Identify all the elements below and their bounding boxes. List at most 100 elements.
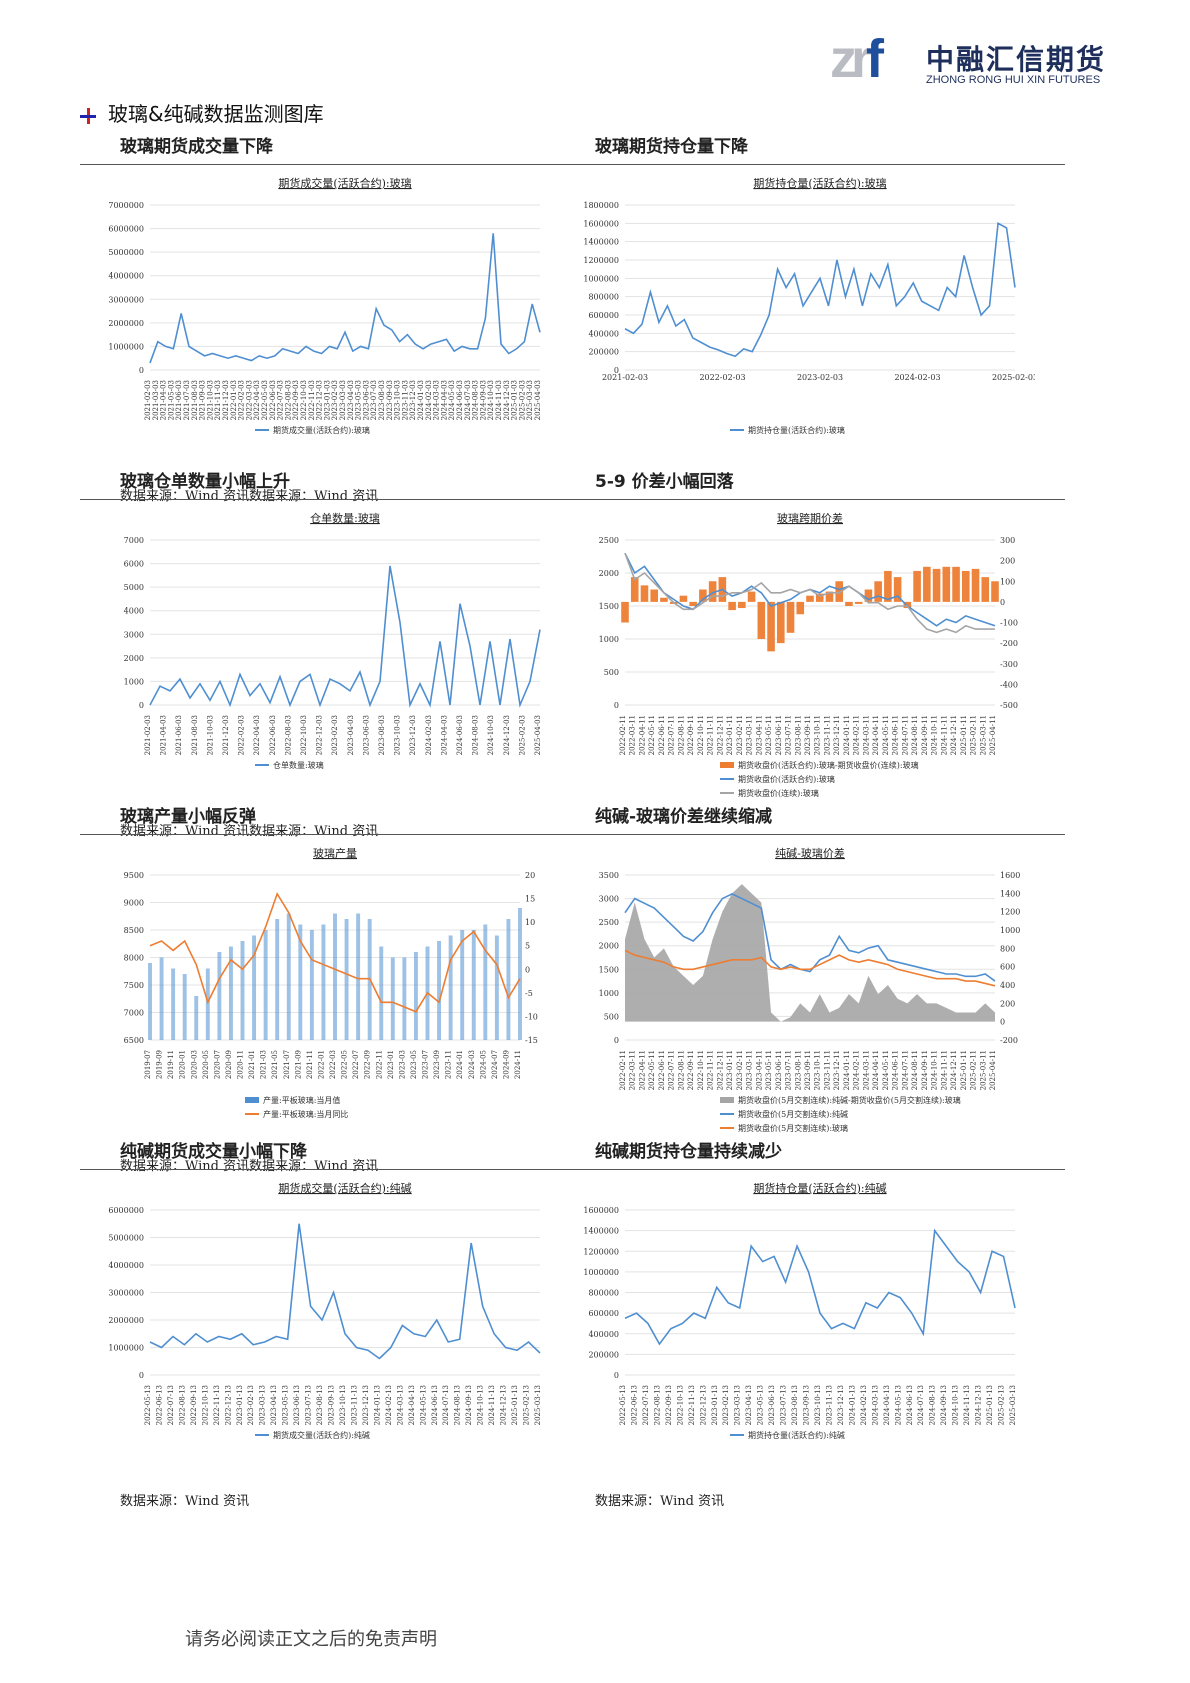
x-tick-label: 2024-08-03 (472, 715, 480, 755)
x-tick-label: 2023-06-13 (293, 1385, 301, 1425)
legend-label: 产量:平板玻璃:当月值 (263, 1095, 340, 1105)
x-tick-label: 2022-02-03 (699, 373, 745, 382)
x-tick-label: 2025-04-03 (534, 715, 542, 755)
y-tick-label: 5000000 (108, 1234, 144, 1243)
x-tick-label: 2021-11 (306, 1050, 314, 1079)
x-tick-label: 2020-03 (190, 1050, 198, 1079)
y-tick-label: 3000000 (108, 1289, 144, 1298)
y2-tick-label: -400 (1000, 680, 1018, 689)
x-tick-label: 2022-04-11 (638, 1050, 646, 1090)
y2-tick-label: 20 (525, 871, 535, 880)
x-tick-label: 2024-07-11 (901, 715, 909, 755)
x-tick-label: 2024-10-13 (952, 1385, 960, 1425)
legend-label: 期货成交量(活跃合约):玻璃 (273, 425, 370, 435)
x-tick-label: 2025-03-11 (979, 1050, 987, 1090)
x-tick-label: 2024-05-13 (419, 1385, 427, 1425)
y-tick-label: 1200000 (583, 1247, 619, 1256)
x-tick-label: 2023-04-11 (755, 1050, 763, 1090)
x-tick-label: 2023-05-13 (282, 1385, 290, 1425)
bar-mark (390, 957, 395, 1040)
x-tick-label: 2023-10-03 (394, 380, 402, 420)
x-tick-label: 2024-09-11 (921, 715, 929, 755)
x-tick-label: 2023-02-03 (331, 715, 339, 755)
x-tick-label: 2022-07-13 (642, 1385, 650, 1425)
y-tick-label: 1000000 (583, 274, 619, 283)
x-tick-label: 2021-05 (271, 1050, 279, 1079)
x-tick-label: 2022-07-13 (167, 1385, 175, 1425)
y-tick-label: 400000 (588, 1330, 619, 1339)
x-tick-label: 2023-07-11 (785, 1050, 793, 1090)
x-tick-label: 2023-05 (410, 1050, 418, 1079)
bar-mark (379, 946, 384, 1040)
x-tick-label: 2022-02-11 (619, 715, 627, 755)
x-tick-label: 2024-06-03 (456, 715, 464, 755)
y-tick-label: 1400000 (583, 1227, 619, 1236)
x-tick-label: 2025-01-13 (511, 1385, 519, 1425)
x-tick-label: 2023-10-11 (814, 1050, 822, 1090)
data-source: 数据来源：Wind 资讯数据来源：Wind 资讯 (120, 1159, 379, 1174)
chart-svg: 期货持仓量(活跃合约):玻璃 0 200000 400000 600000 800000 1… (583, 176, 1035, 435)
bar-mark (981, 577, 990, 602)
y-tick-label: 7000 (124, 536, 144, 545)
x-tick-label: 2024-05-11 (882, 715, 890, 755)
logo-english-name: ZHONG RONG HUI XIN FUTURES (926, 74, 1101, 86)
x-tick-label: 2022-12-13 (699, 1385, 707, 1425)
y-tick-label: 2000000 (108, 1316, 144, 1325)
chart-panel: 纯碱期货成交量小幅下降 期货成交量(活跃合约):纯碱 0 1000000 2000000… (80, 1137, 590, 1509)
chart-panel: 玻璃仓单数量小幅上升 仓单数量:玻璃 0 1000 2000 3000 4000 5000 60… (80, 467, 590, 839)
y-tick-label: 1500 (599, 965, 619, 974)
x-tick-label: 2024-11-11 (940, 1050, 948, 1090)
x-tick-label: 2023-09-03 (386, 380, 394, 420)
x-tick-label: 2023-09-11 (804, 715, 812, 755)
bar-mark (228, 946, 233, 1040)
x-tick-label: 2021-12-03 (222, 380, 230, 420)
y-tick-label: 6500 (124, 1036, 144, 1045)
x-tick-label: 2023-04-11 (755, 715, 763, 755)
section-title: 玻璃&纯碱数据监测图库 (80, 98, 324, 127)
x-tick-label: 2024-08-11 (911, 715, 919, 755)
chart-svg: 玻璃产量 6500 7000 7500 8000 8500 9000 9500 -15 -10 -5… (124, 846, 538, 1119)
x-tick-label: 2022-03-03 (245, 380, 253, 420)
bar-mark (952, 566, 960, 602)
y2-tick-label: 1200 (1000, 908, 1020, 917)
x-tick-label: 2023-02-13 (722, 1385, 730, 1425)
bar-mark (738, 601, 746, 609)
x-tick-label: 2024-02-13 (860, 1385, 868, 1425)
y-tick-label: 5000 (124, 583, 144, 592)
x-tick-label: 2021-03 (260, 1050, 268, 1079)
y-tick-label: 7000 (124, 1009, 144, 1018)
x-tick-label: 2022-11 (375, 1050, 383, 1079)
bar-mark (148, 963, 152, 1040)
bar-mark (263, 930, 268, 1040)
y-tick-label: 3000000 (108, 295, 144, 304)
x-tick-label: 2023-07 (422, 1050, 430, 1079)
y-tick-label: 4000000 (108, 1261, 144, 1270)
x-tick-label: 2023-08-11 (794, 715, 802, 755)
chart-panel: 玻璃期货成交量下降 期货成交量(活跃合约):玻璃 0 1000000 2000000 30… (80, 132, 590, 504)
y-tick-label: 200000 (588, 1350, 619, 1359)
y-tick-label: 0 (614, 701, 619, 710)
x-tick-label: 2023-01-03 (323, 380, 331, 420)
x-tick-label: 2021-02-03 (144, 715, 152, 755)
y2-tick-label: 800 (1000, 944, 1015, 953)
y-tick-label: 800000 (588, 1289, 619, 1298)
x-tick-label: 2025-01-03 (511, 380, 519, 420)
x-tick-label: 2022-12-03 (316, 380, 324, 420)
bar-mark (205, 968, 210, 1040)
y-tick-label: 6000000 (108, 225, 144, 234)
x-tick-label: 2023-08-03 (378, 380, 386, 420)
x-tick-label: 2022-08-11 (677, 715, 685, 755)
x-tick-label: 2022-02-03 (238, 715, 246, 755)
x-tick-label: 2021-02-03 (602, 373, 648, 382)
panel-title: 玻璃仓单数量小幅上升 (80, 467, 590, 500)
bar-mark (835, 581, 844, 602)
legend-label: 期货持仓量(活跃合约):纯碱 (748, 1430, 845, 1440)
x-tick-label: 2025-02-03 (518, 380, 526, 420)
data-source: 数据来源：Wind 资讯 (120, 1494, 250, 1509)
x-tick-label: 2024-04-03 (440, 380, 448, 420)
y-tick-label: 5000000 (108, 248, 144, 257)
bar-mark (471, 930, 476, 1040)
legend-label: 期货收盘价(活跃合约):玻璃-期货收盘价(连续):玻璃 (738, 760, 919, 770)
chart-panel: 纯碱-玻璃价差继续缩减 纯碱-玻璃价差 0 500 1000 1500 2000 2500 30… (555, 802, 1065, 1155)
x-tick-label: 2023-02-11 (736, 715, 744, 755)
